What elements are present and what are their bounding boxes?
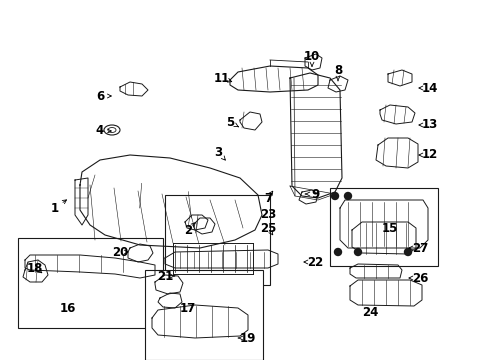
Text: 16: 16 xyxy=(60,302,76,315)
Text: 7: 7 xyxy=(264,192,271,204)
Text: 27: 27 xyxy=(411,242,427,255)
Text: 4: 4 xyxy=(96,125,104,138)
Text: 11: 11 xyxy=(213,72,230,85)
Text: 8: 8 xyxy=(333,64,342,77)
Text: 1: 1 xyxy=(51,202,59,215)
Text: 15: 15 xyxy=(381,221,397,234)
Text: 23: 23 xyxy=(259,208,276,221)
Text: 2: 2 xyxy=(183,224,192,237)
Bar xyxy=(164,195,269,285)
Text: 18: 18 xyxy=(27,261,43,274)
Text: 25: 25 xyxy=(259,221,276,234)
Text: 19: 19 xyxy=(239,332,256,345)
Circle shape xyxy=(344,193,351,199)
Circle shape xyxy=(354,248,361,256)
Text: 26: 26 xyxy=(411,271,427,284)
Text: 9: 9 xyxy=(310,188,319,201)
Text: 3: 3 xyxy=(214,145,222,158)
Text: 10: 10 xyxy=(303,49,320,63)
Text: 6: 6 xyxy=(96,90,104,103)
Text: 22: 22 xyxy=(306,256,323,269)
Text: 21: 21 xyxy=(157,270,173,283)
Text: 14: 14 xyxy=(421,81,437,94)
Text: 5: 5 xyxy=(225,116,234,129)
Text: 12: 12 xyxy=(421,148,437,162)
Circle shape xyxy=(331,193,338,199)
Text: 13: 13 xyxy=(421,118,437,131)
Text: 20: 20 xyxy=(112,246,128,258)
Bar xyxy=(145,270,263,360)
Text: 17: 17 xyxy=(180,302,196,315)
Circle shape xyxy=(404,248,411,256)
Bar xyxy=(329,188,437,266)
Text: 24: 24 xyxy=(361,306,377,319)
Bar xyxy=(18,238,163,328)
Circle shape xyxy=(334,248,341,256)
